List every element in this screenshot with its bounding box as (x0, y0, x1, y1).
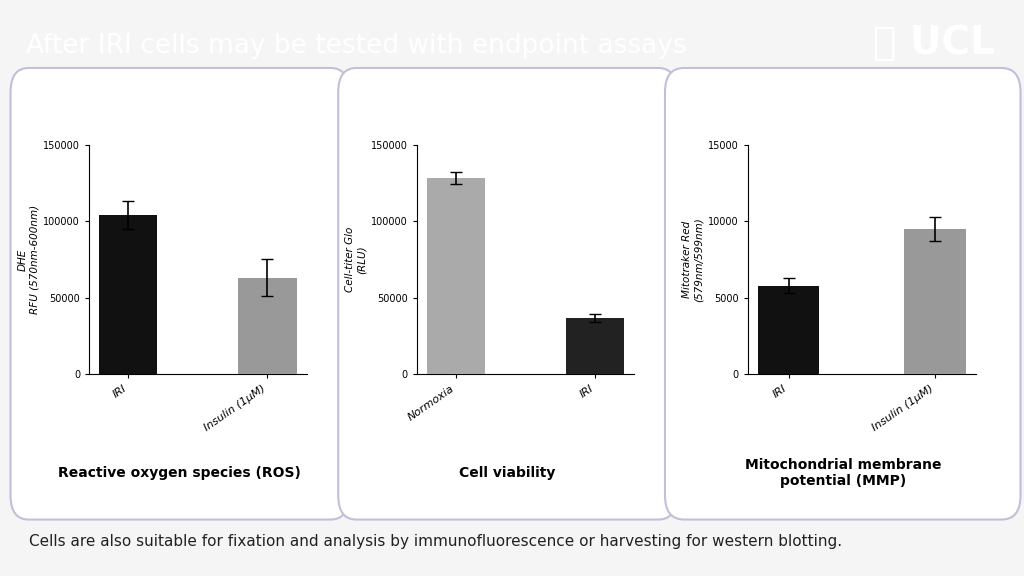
Text: After IRI cells may be tested with endpoint assays: After IRI cells may be tested with endpo… (26, 33, 686, 59)
Text: Cell viability: Cell viability (459, 466, 556, 480)
Text: Reactive oxygen species (ROS): Reactive oxygen species (ROS) (58, 466, 301, 480)
Text: Mitochondrial membrane
potential (MMP): Mitochondrial membrane potential (MMP) (744, 458, 941, 488)
Bar (758, 286, 819, 374)
Bar (566, 318, 625, 374)
FancyBboxPatch shape (338, 68, 677, 520)
Y-axis label: DHE
RFU (570nm-600nm): DHE RFU (570nm-600nm) (17, 205, 39, 314)
Bar (427, 179, 485, 374)
FancyBboxPatch shape (10, 68, 349, 520)
Text: Cells are also suitable for fixation and analysis by immunofluorescence or harve: Cells are also suitable for fixation and… (29, 533, 842, 549)
FancyBboxPatch shape (665, 68, 1021, 520)
Y-axis label: Mitotraker Red
(579nm/599nm): Mitotraker Red (579nm/599nm) (682, 217, 703, 302)
Text: ⛪ UCL: ⛪ UCL (873, 24, 995, 62)
Bar (239, 278, 297, 374)
Y-axis label: Cell-titer Glo
(RLU): Cell-titer Glo (RLU) (345, 227, 367, 292)
Bar (904, 229, 966, 374)
Bar (99, 215, 158, 374)
